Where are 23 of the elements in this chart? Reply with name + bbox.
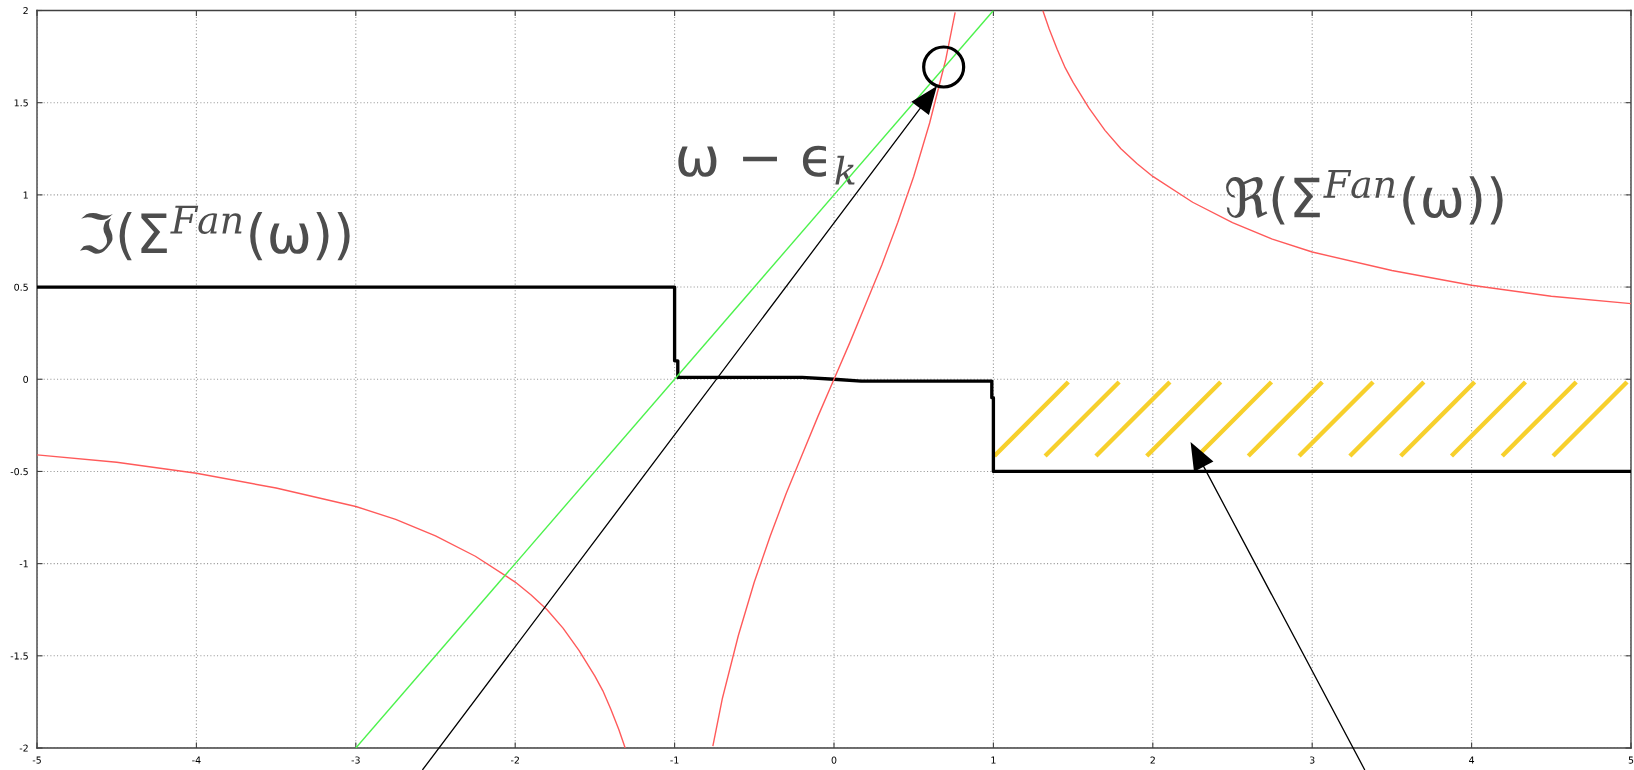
x-tick-label: 0	[831, 756, 837, 764]
y-tick-label: -0.5	[10, 468, 28, 476]
x-tick-label: 4	[1469, 756, 1475, 764]
x-tick-label: -3	[351, 756, 360, 764]
y-tick-label: -1.5	[10, 652, 28, 660]
series-label: ℜ(Σ$^{Fan}$(ω))	[1226, 169, 1503, 225]
y-tick-label: 1.5	[14, 99, 28, 107]
y-tick-label: 1	[23, 191, 28, 199]
y-tick-label: 0	[23, 375, 29, 383]
x-tick-label: 1	[991, 756, 996, 764]
y-tick-label: -2	[19, 744, 28, 752]
x-tick-label: 5	[1628, 756, 1634, 764]
x-tick-label: -2	[510, 756, 519, 764]
series-label: ℑ(Σ$^{Fan}$(ω))	[79, 205, 350, 261]
x-tick-label: -1	[670, 756, 679, 764]
y-tick-label: -1	[19, 560, 28, 568]
x-tick-label: 3	[1309, 756, 1315, 764]
x-tick-label: -4	[192, 756, 201, 764]
x-tick-label: -5	[32, 756, 41, 764]
y-tick-label: 2	[23, 7, 28, 15]
y-tick-label: 0.5	[14, 283, 28, 291]
x-tick-label: 2	[1150, 756, 1155, 764]
series-label: ω − ϵ$_{k}$	[678, 145, 855, 185]
